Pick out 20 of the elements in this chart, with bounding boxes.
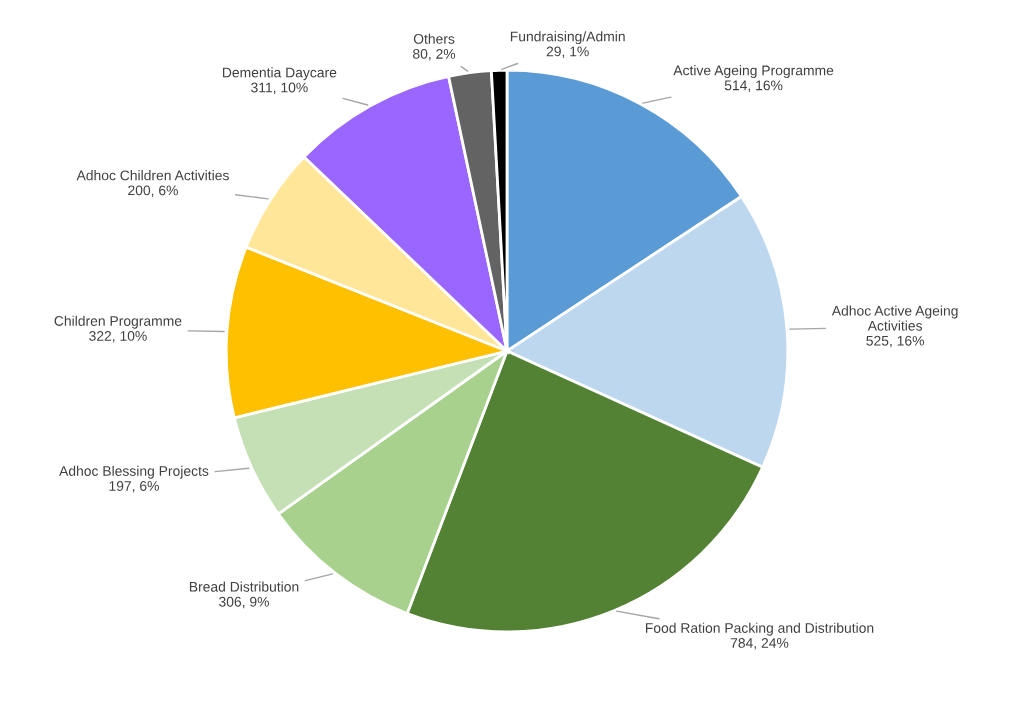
- data-label: 197, 6%: [109, 481, 159, 493]
- slice-label: Adhoc Children Activities: [76, 170, 229, 181]
- slice-label: Children Programme: [54, 315, 182, 329]
- data-label: 514, 16%: [724, 80, 783, 92]
- slice-label: Food Ration Packing and Distribution: [645, 622, 874, 636]
- slice-label: Adhoc Blessing Projects: [59, 465, 209, 479]
- data-label: 80, 2%: [413, 48, 456, 61]
- data-label: 784, 24%: [730, 638, 789, 650]
- data-label: 311, 10%: [251, 82, 308, 95]
- slice-label: Dementia Daycare: [223, 67, 337, 81]
- data-label: 200, 6%: [128, 185, 178, 197]
- slice-label: Bread Distribution: [189, 581, 299, 592]
- data-label: 306, 9%: [219, 596, 269, 609]
- slice-label: Adhoc Active Ageing Activities: [831, 305, 958, 331]
- data-label: 322, 10%: [89, 331, 147, 343]
- data-label: 525, 16%: [866, 335, 924, 348]
- slice-label: Fundraising/Admin: [510, 31, 625, 45]
- slice-label: Others: [413, 33, 455, 44]
- slice-label: Active Ageing Programme: [673, 65, 834, 79]
- data-label: 29, 1%: [546, 46, 589, 58]
